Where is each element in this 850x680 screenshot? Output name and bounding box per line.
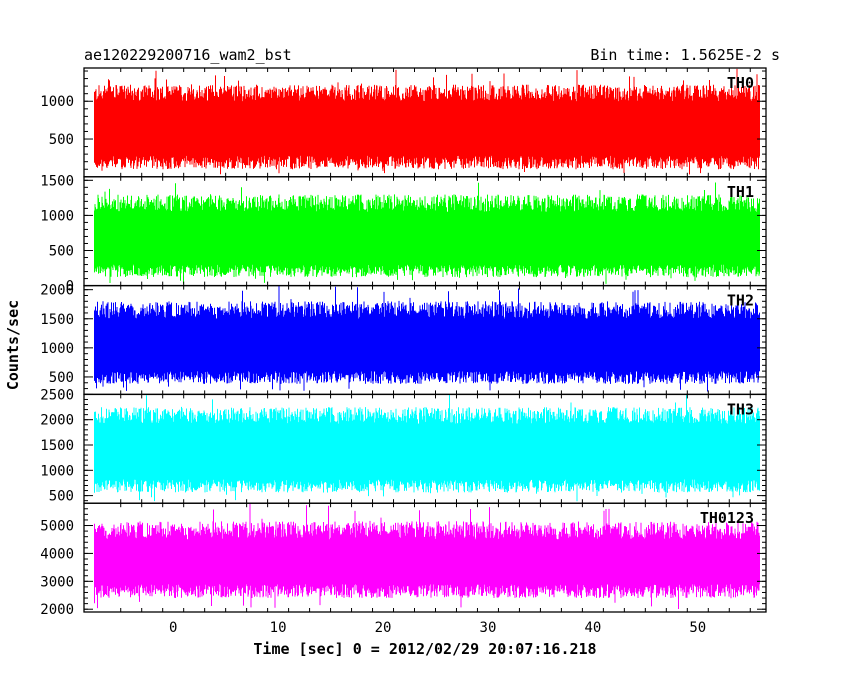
series-line-th1 <box>94 182 760 284</box>
panel-label-th0123: TH0123 <box>700 509 754 527</box>
panel-stack: 500 1000 TH0 0 500 1000 1500 TH1 500 1000 1500 2000… <box>40 67 767 618</box>
y-tick-label: 1000 <box>40 341 74 357</box>
y-tick-label: 500 <box>49 244 74 260</box>
y-tick-label: 1000 <box>40 463 74 479</box>
y-tick-label: 4000 <box>40 546 74 562</box>
bin-time-label: Bin time: 1.5625E-2 s <box>590 46 780 64</box>
x-tick-label: 20 <box>375 620 392 636</box>
y-tick-label: 1500 <box>40 173 74 189</box>
panel-th3: 500 1000 1500 2000 2500 TH3 <box>40 387 767 505</box>
panel-label-th3: TH3 <box>727 400 754 418</box>
y-tick-label: 5000 <box>40 519 74 535</box>
x-tick-label: 50 <box>689 620 706 636</box>
y-tick-label: 2000 <box>40 413 74 429</box>
y-tick-label: 2500 <box>40 387 74 403</box>
series-line-th0 <box>94 68 760 175</box>
panel-label-th1: TH1 <box>727 183 754 201</box>
y-tick-label: 1500 <box>40 438 74 454</box>
y-tick-label: 500 <box>49 489 74 505</box>
x-tick-label: 10 <box>270 620 287 636</box>
y-tick-label: 1000 <box>40 208 74 224</box>
y-tick-label: 1000 <box>40 94 74 110</box>
x-tick-label: 40 <box>584 620 601 636</box>
y-tick-label: 500 <box>49 370 74 386</box>
panel-th2: 500 1000 1500 2000 TH2 <box>40 283 767 396</box>
panel-label-th0: TH0 <box>727 74 754 92</box>
panel-th0123: 2000 3000 4000 5000 TH0123 <box>40 502 767 618</box>
x-tick-label: 30 <box>480 620 497 636</box>
series-line-th0123 <box>94 503 760 609</box>
y-tick-label: 500 <box>49 132 74 148</box>
y-tick-label: 2000 <box>40 602 74 618</box>
series-line-th2 <box>94 285 760 392</box>
y-axis-label: Counts/sec <box>4 300 22 390</box>
series-line-th3 <box>94 394 760 502</box>
figure-title: ae120229200716_wam2_bst <box>84 46 292 64</box>
panel-th1: 0 500 1000 1500 TH1 <box>40 173 767 295</box>
x-axis: 0 10 20 30 40 50 <box>169 620 706 636</box>
y-tick-label: 0 <box>66 279 74 295</box>
x-tick-label: 0 <box>169 620 177 636</box>
panel-frame <box>83 502 767 613</box>
y-tick-label: 2000 <box>40 283 74 299</box>
y-tick-label: 1500 <box>40 312 74 328</box>
panel-label-th2: TH2 <box>727 292 754 310</box>
x-axis-label: Time [sec] 0 = 2012/02/29 20:07:16.218 <box>253 640 596 658</box>
y-tick-label: 3000 <box>40 574 74 590</box>
panel-th0: 500 1000 TH0 <box>40 67 767 178</box>
